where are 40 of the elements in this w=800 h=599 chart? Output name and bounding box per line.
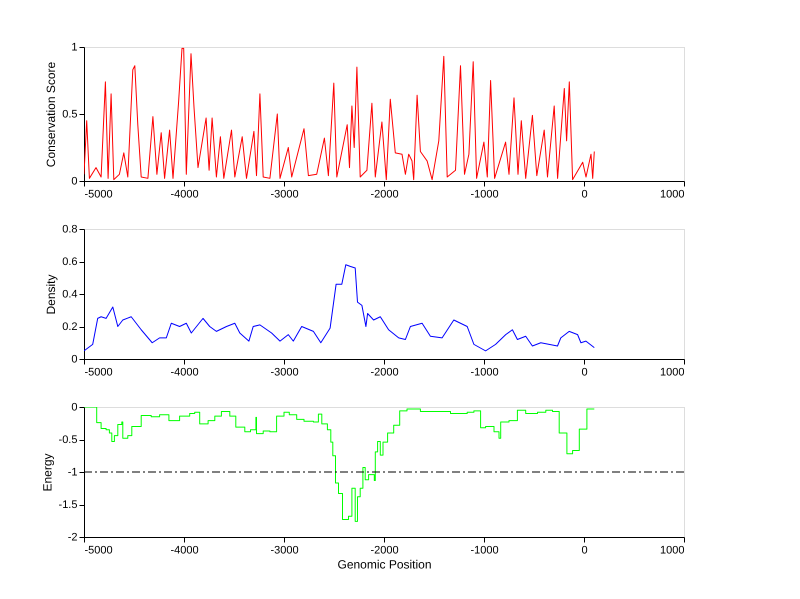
y-tick-label: -0.5 bbox=[58, 434, 78, 446]
x-tick-label: -5000 bbox=[84, 366, 113, 378]
x-tick-label: -2000 bbox=[370, 188, 399, 200]
y-tick-label: 0 bbox=[71, 402, 78, 414]
y-axis-title: Density bbox=[44, 274, 58, 315]
x-tick-label: -2000 bbox=[370, 544, 399, 556]
x-tick-label: -3000 bbox=[270, 544, 299, 556]
y-axis-title: Conservation Score bbox=[44, 61, 58, 168]
y-tick-label: 0 bbox=[71, 176, 78, 188]
x-tick-label: -2000 bbox=[370, 366, 399, 378]
x-tick-label: 1000 bbox=[660, 366, 684, 378]
y-tick-label: 0 bbox=[71, 354, 78, 366]
y-tick-label: 0.8 bbox=[62, 224, 78, 236]
x-tick-label: -3000 bbox=[270, 188, 299, 200]
x-tick-label: -5000 bbox=[84, 544, 113, 556]
x-tick-label: -4000 bbox=[170, 188, 199, 200]
x-tick-label: -4000 bbox=[170, 366, 199, 378]
y-axis-title: Energy bbox=[40, 453, 55, 492]
x-tick-label: 0 bbox=[581, 544, 588, 556]
x-tick-label: -1000 bbox=[470, 188, 499, 200]
y-tick-label: 0.5 bbox=[62, 108, 78, 120]
x-tick-label: 0 bbox=[581, 366, 588, 378]
x-tick-label: 0 bbox=[581, 188, 588, 200]
line-series bbox=[84, 48, 595, 180]
y-tick-label: 0.4 bbox=[62, 288, 78, 300]
x-tick-label: 1000 bbox=[660, 544, 684, 556]
y-tick-label: 0.6 bbox=[62, 256, 78, 268]
x-tick-label: -3000 bbox=[270, 366, 299, 378]
y-tick-label: -2 bbox=[68, 532, 78, 544]
line-series bbox=[84, 264, 595, 352]
y-tick-label: -1.5 bbox=[58, 499, 78, 511]
x-tick-label: -5000 bbox=[84, 188, 113, 200]
x-tick-label: -1000 bbox=[470, 544, 499, 556]
x-axis-title: Genomic Position bbox=[337, 558, 432, 572]
x-tick-label: -1000 bbox=[470, 366, 499, 378]
x-tick-label: -4000 bbox=[170, 544, 199, 556]
x-tick-label: 1000 bbox=[660, 188, 684, 200]
y-tick-label: -1 bbox=[68, 466, 78, 478]
y-tick-label: 1 bbox=[71, 42, 78, 54]
y-tick-label: 0.2 bbox=[62, 321, 78, 333]
